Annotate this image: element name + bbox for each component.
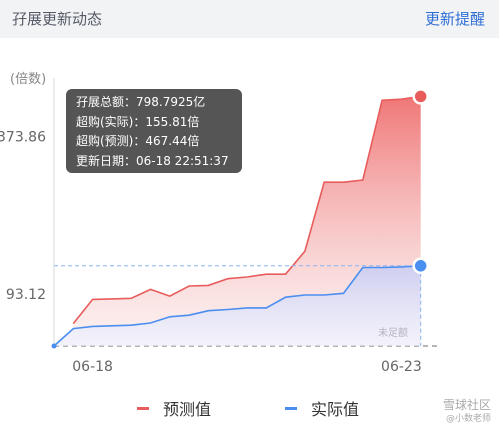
- tooltip-actual-line: 超购(实际)：155.81倍: [76, 114, 200, 129]
- x-tick-label: 06-18: [72, 359, 113, 375]
- legend-label-predicted: 预测值: [163, 400, 212, 419]
- actual-latest-point[interactable]: [412, 257, 429, 275]
- legend-swatch-actual: [285, 406, 297, 410]
- legend-item-predicted[interactable]: 预测值: [137, 396, 211, 420]
- page-title: 孖展更新动态: [12, 10, 103, 28]
- watermark-sub: @小数老师: [445, 414, 491, 424]
- watermark-main: 雪球社区: [442, 398, 491, 412]
- y-unit-label: (倍数): [10, 72, 46, 87]
- predicted-area: [73, 96, 421, 329]
- legend-label-actual: 实际值: [311, 400, 360, 419]
- y-tick-label: 93.12: [6, 287, 46, 303]
- tooltip-total-line: 孖展总额：798.7925亿: [76, 95, 206, 109]
- y-tick-label: 373.86: [0, 129, 46, 145]
- update-reminder-link[interactable]: 更新提醒: [424, 10, 485, 28]
- predicted-line: [72, 95, 421, 325]
- actual-start-point: [51, 343, 57, 349]
- watermark: 雪球社区 @小数老师: [443, 398, 491, 426]
- tooltip-date-line: 更新日期：06-18 22:51:37: [76, 153, 229, 168]
- legend-item-actual[interactable]: 实际值: [285, 396, 359, 420]
- header-bar: 孖展更新动态 更新提醒: [0, 0, 499, 38]
- predicted-latest-point[interactable]: [412, 88, 429, 105]
- actual-line: [53, 265, 421, 347]
- legend-swatch-predicted: [137, 406, 149, 410]
- tooltip-predicted-line: 超购(预测)：467.44倍: [76, 134, 200, 148]
- actual-area: [54, 265, 421, 346]
- data-tooltip: 孖展总额：798.7925亿 超购(实际)：155.81倍 超购(预测)：467…: [66, 89, 242, 173]
- x-tick-label: 06-23: [381, 359, 422, 375]
